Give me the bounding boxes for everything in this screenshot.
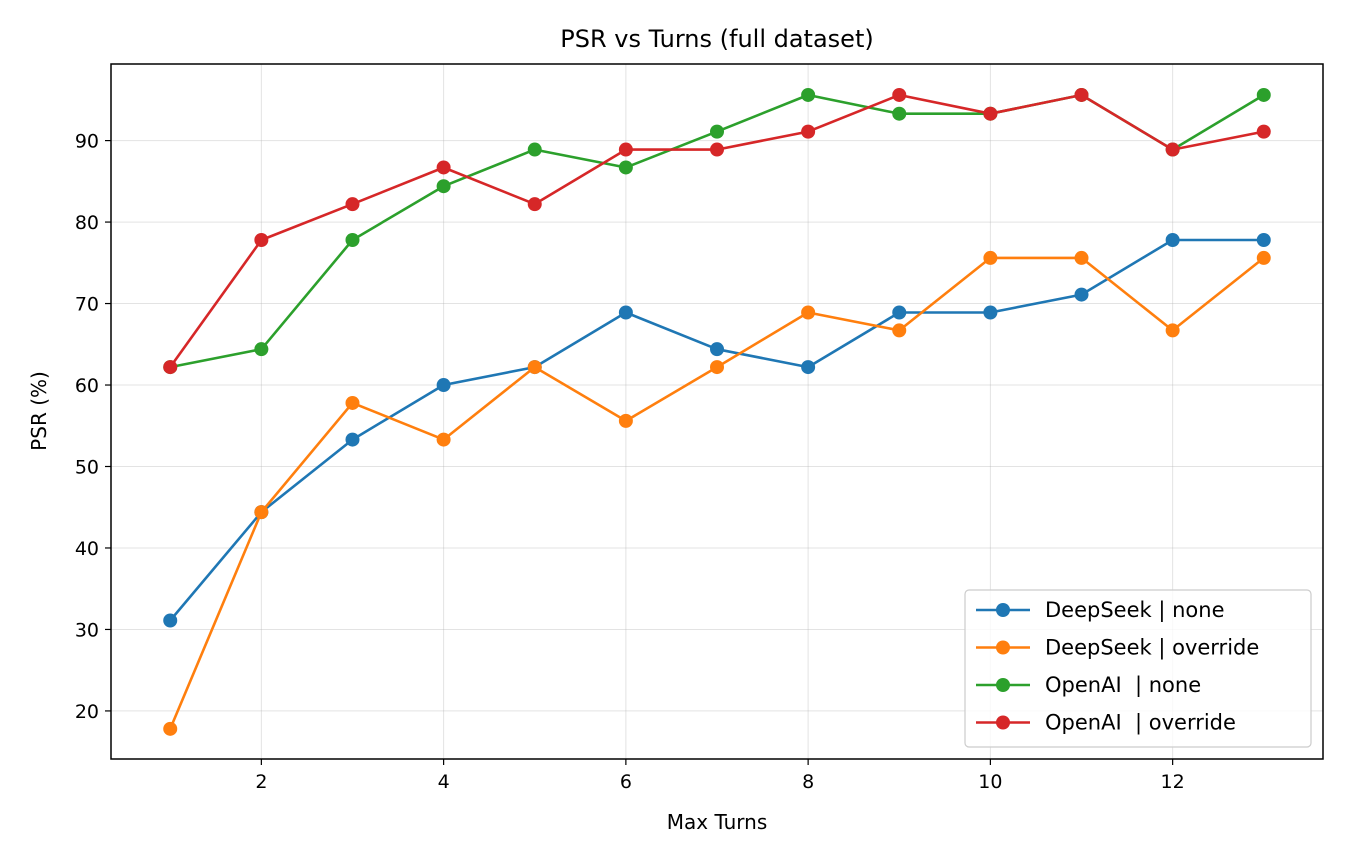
x-tick-label: 4 bbox=[438, 771, 450, 793]
data-point bbox=[801, 88, 815, 102]
data-point bbox=[437, 433, 451, 447]
legend-label: DeepSeek | none bbox=[1045, 598, 1224, 623]
x-tick-label: 2 bbox=[255, 771, 267, 793]
y-tick-label: 40 bbox=[75, 538, 99, 560]
legend-label: DeepSeek | override bbox=[1045, 636, 1259, 661]
data-point bbox=[892, 107, 906, 121]
y-tick-label: 30 bbox=[75, 619, 99, 641]
data-point bbox=[345, 433, 359, 447]
legend-swatch-marker bbox=[996, 716, 1010, 730]
data-point bbox=[801, 306, 815, 320]
data-point bbox=[619, 143, 633, 157]
data-point bbox=[163, 613, 177, 627]
data-point bbox=[619, 160, 633, 174]
legend-swatch-marker bbox=[996, 678, 1010, 692]
legend-label: OpenAI | none bbox=[1045, 673, 1201, 698]
data-point bbox=[1166, 233, 1180, 247]
data-point bbox=[619, 306, 633, 320]
chart-title: PSR vs Turns (full dataset) bbox=[560, 25, 873, 53]
legend-swatch-marker bbox=[996, 603, 1010, 617]
data-point bbox=[710, 125, 724, 139]
data-point bbox=[1075, 288, 1089, 302]
y-tick-label: 60 bbox=[75, 375, 99, 397]
data-point bbox=[892, 306, 906, 320]
data-point bbox=[345, 396, 359, 410]
data-point bbox=[1257, 88, 1271, 102]
y-tick-label: 70 bbox=[75, 294, 99, 316]
data-point bbox=[1257, 125, 1271, 139]
y-axis-title: PSR (%) bbox=[27, 371, 51, 451]
data-point bbox=[254, 505, 268, 519]
data-point bbox=[619, 414, 633, 428]
data-point bbox=[1075, 251, 1089, 265]
data-point bbox=[437, 179, 451, 193]
data-point bbox=[801, 360, 815, 374]
x-tick-label: 12 bbox=[1161, 771, 1185, 793]
legend-label: OpenAI | override bbox=[1045, 711, 1236, 736]
legend-swatch-marker bbox=[996, 641, 1010, 655]
data-point bbox=[1257, 233, 1271, 247]
data-point bbox=[437, 160, 451, 174]
x-axis-title: Max Turns bbox=[667, 810, 768, 834]
data-point bbox=[1257, 251, 1271, 265]
data-point bbox=[163, 722, 177, 736]
data-point bbox=[528, 197, 542, 211]
legend: DeepSeek | none DeepSeek | override OpenAI… bbox=[965, 590, 1311, 747]
data-point bbox=[254, 233, 268, 247]
data-point bbox=[983, 251, 997, 265]
x-tick-label: 8 bbox=[802, 771, 814, 793]
data-point bbox=[983, 107, 997, 121]
y-tick-label: 50 bbox=[75, 456, 99, 478]
data-point bbox=[1166, 323, 1180, 337]
data-point bbox=[163, 360, 177, 374]
data-point bbox=[1166, 143, 1180, 157]
data-point bbox=[345, 233, 359, 247]
data-point bbox=[254, 342, 268, 356]
data-point bbox=[892, 323, 906, 337]
data-point bbox=[983, 306, 997, 320]
x-tick-label: 10 bbox=[978, 771, 1002, 793]
data-point bbox=[710, 143, 724, 157]
data-point bbox=[710, 360, 724, 374]
data-point bbox=[528, 143, 542, 157]
data-point bbox=[1075, 88, 1089, 102]
data-point bbox=[801, 125, 815, 139]
data-point bbox=[892, 88, 906, 102]
data-point bbox=[710, 342, 724, 356]
y-tick-label: 80 bbox=[75, 212, 99, 234]
data-point bbox=[345, 197, 359, 211]
data-point bbox=[528, 360, 542, 374]
x-tick-label: 6 bbox=[620, 771, 632, 793]
data-point bbox=[437, 378, 451, 392]
y-tick-label: 90 bbox=[75, 131, 99, 153]
y-tick-label: 20 bbox=[75, 701, 99, 723]
